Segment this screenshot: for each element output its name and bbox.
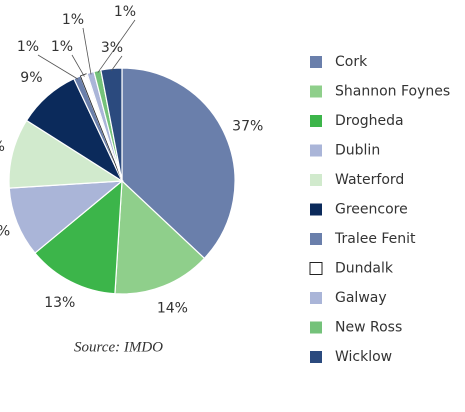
- legend-label: Drogheda: [335, 113, 404, 129]
- data-label: 9%: [20, 70, 42, 86]
- legend-label: Greencore: [335, 202, 408, 218]
- legend-label: Shannon Foynes: [335, 84, 450, 100]
- pie-slice: [8, 119, 124, 189]
- data-label: 3%: [101, 40, 123, 56]
- leader-line: [82, 27, 92, 75]
- pie-slice: [114, 179, 206, 295]
- legend-swatch: [310, 321, 322, 334]
- data-label: 10%: [0, 139, 5, 155]
- legend-swatch: [310, 233, 322, 245]
- legend-swatch: [309, 262, 323, 275]
- data-label: 13%: [44, 295, 75, 311]
- legend-swatch: [310, 203, 322, 216]
- legend-swatch: [310, 174, 322, 186]
- legend-label: Tralee Fenit: [334, 231, 416, 247]
- legend-label: Dundalk: [335, 261, 394, 277]
- legend-swatch: [310, 56, 322, 68]
- pie-slice: [100, 67, 123, 182]
- pie-slice: [8, 180, 124, 254]
- data-label: 1%: [114, 4, 136, 20]
- legend-swatch: [310, 144, 322, 157]
- data-label: 1%: [17, 39, 39, 55]
- legend-swatch: [310, 115, 322, 127]
- legend-swatch: [310, 351, 322, 363]
- data-label: 14%: [157, 300, 188, 316]
- data-label: 37%: [232, 119, 263, 135]
- leader-line: [111, 55, 123, 71]
- data-label: 1%: [62, 12, 84, 28]
- legend-label: Cork: [335, 54, 368, 70]
- legend-label: Wicklow: [335, 349, 392, 365]
- pie-slice: [34, 179, 123, 295]
- source-note: Source: IMDO: [74, 339, 163, 355]
- leader-line: [37, 54, 79, 80]
- legend-label: New Ross: [335, 320, 402, 336]
- legend-label: Waterford: [335, 172, 404, 188]
- data-label: 10%: [0, 223, 10, 239]
- leader-line: [97, 19, 136, 73]
- leader-line: [71, 54, 85, 77]
- legend-swatch: [310, 292, 322, 304]
- legend-label: Dublin: [335, 143, 380, 159]
- pie-slice: [121, 67, 236, 260]
- data-label: 1%: [51, 39, 73, 55]
- legend-swatch: [310, 85, 322, 98]
- legend-label: Galway: [335, 290, 387, 306]
